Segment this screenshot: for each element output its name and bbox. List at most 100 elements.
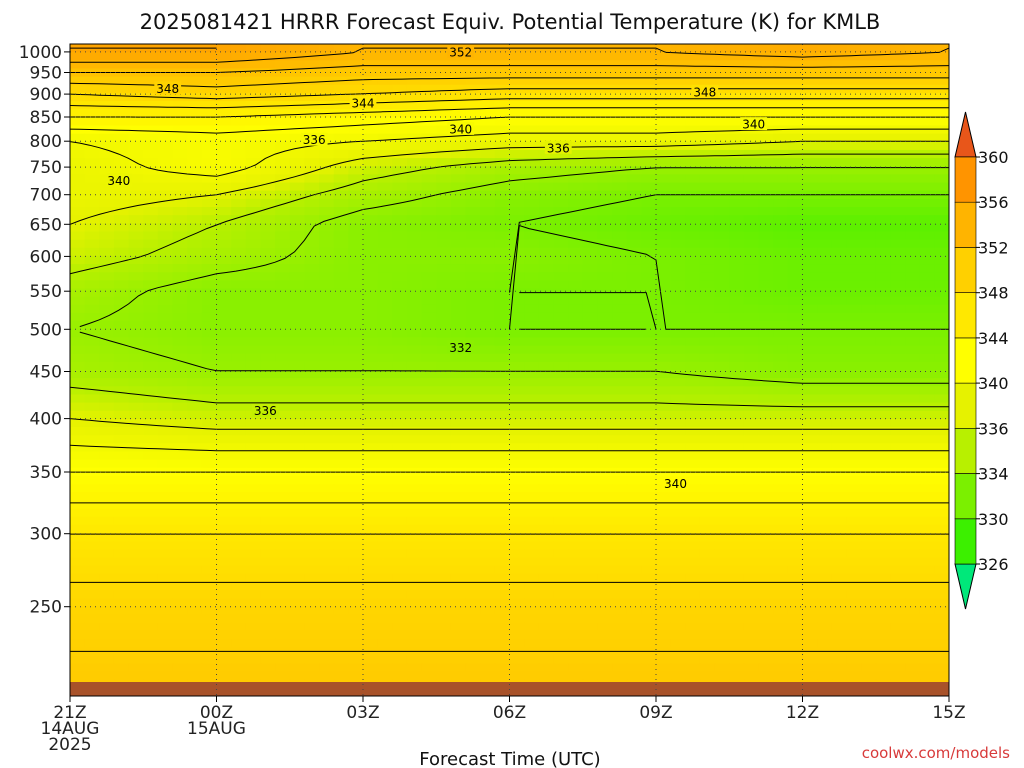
field-cell <box>729 663 745 673</box>
contour-332 <box>79 331 949 384</box>
field-cell <box>787 606 804 616</box>
field-cell <box>699 606 716 616</box>
field-cell <box>70 508 86 518</box>
field-cell <box>656 215 672 224</box>
y-tick-label: 600 <box>30 247 62 267</box>
field-cell <box>553 117 569 127</box>
field-cell <box>846 565 862 575</box>
field-cell <box>626 581 642 591</box>
field-cell <box>538 581 555 591</box>
field-cell <box>231 655 247 664</box>
field-cell <box>714 255 730 265</box>
field-cell <box>363 207 379 216</box>
field-cell <box>934 581 949 591</box>
field-cell <box>758 671 774 681</box>
field-cell <box>333 109 349 118</box>
field-cell <box>231 500 247 510</box>
field-cell <box>304 394 320 404</box>
field-cell <box>304 125 320 135</box>
field-cell <box>802 76 818 86</box>
x-tick-label: 09Z <box>639 703 672 723</box>
field-cell <box>216 60 232 70</box>
field-cell <box>641 231 657 241</box>
field-cell <box>304 312 320 322</box>
field-cell <box>861 133 877 143</box>
field-cell <box>304 84 320 94</box>
field-cell <box>260 133 276 143</box>
field-cell <box>597 272 613 281</box>
field-cell <box>582 598 598 607</box>
field-cell <box>348 516 364 526</box>
field-cell <box>363 158 379 167</box>
field-cell <box>187 141 203 151</box>
field-cell <box>377 133 393 143</box>
field-cell <box>743 573 760 583</box>
field-cell <box>509 622 525 632</box>
field-cell <box>699 492 716 501</box>
field-cell <box>231 459 247 469</box>
field-cell <box>450 475 467 485</box>
field-cell <box>729 101 745 110</box>
field-cell <box>172 655 188 664</box>
field-cell <box>582 133 598 143</box>
field-cell <box>84 638 100 648</box>
field-cell <box>582 198 598 208</box>
field-cell <box>846 182 862 192</box>
field-cell <box>626 508 642 518</box>
field-cell <box>333 166 349 175</box>
field-cell <box>216 215 232 224</box>
field-cell <box>406 125 423 135</box>
field-cell <box>612 345 628 355</box>
field-cell <box>817 394 833 404</box>
field-cell <box>509 590 525 599</box>
field-cell <box>494 451 511 461</box>
field-cell <box>626 255 642 265</box>
field-cell <box>99 598 115 607</box>
field-cell <box>289 638 305 648</box>
field-cell <box>70 133 86 143</box>
field-cell <box>582 370 598 379</box>
y-tick-label: 550 <box>30 282 62 302</box>
field-cell <box>802 622 818 632</box>
field-cell <box>363 353 379 363</box>
field-cell <box>465 60 481 70</box>
field-cell <box>231 557 247 567</box>
field-cell <box>743 606 760 616</box>
field-cell <box>187 573 203 583</box>
field-cell <box>406 337 423 347</box>
field-cell <box>494 565 511 575</box>
field-cell <box>656 557 672 567</box>
field-cell <box>157 109 174 118</box>
field-cell <box>919 52 935 61</box>
field-cell <box>363 565 379 575</box>
field-cell <box>377 410 393 420</box>
field-cell <box>143 76 159 86</box>
field-cell <box>231 76 247 86</box>
field-cell <box>817 255 833 265</box>
field-cell <box>333 272 349 281</box>
field-cell <box>685 427 701 436</box>
colorbar-segment <box>954 382 977 429</box>
field-cell <box>817 541 833 550</box>
field-cell <box>231 533 247 542</box>
field-cell <box>333 638 349 648</box>
field-cell <box>157 622 174 632</box>
field-cell <box>450 272 467 281</box>
field-cell <box>245 60 262 70</box>
field-cell <box>846 52 862 61</box>
field-cell <box>436 109 452 118</box>
field-cell <box>846 101 862 110</box>
contour-334 <box>70 386 949 408</box>
field-cell <box>84 516 100 526</box>
field-cell <box>260 443 276 453</box>
field-cell <box>875 353 891 363</box>
field-cell <box>699 60 716 70</box>
field-cell <box>480 166 496 175</box>
field-cell <box>260 533 276 542</box>
field-cell <box>714 410 730 420</box>
field-cell <box>553 239 569 249</box>
field-cell <box>113 590 130 599</box>
field-cell <box>699 304 716 314</box>
field-cell <box>919 337 935 347</box>
field-cell <box>699 52 716 61</box>
